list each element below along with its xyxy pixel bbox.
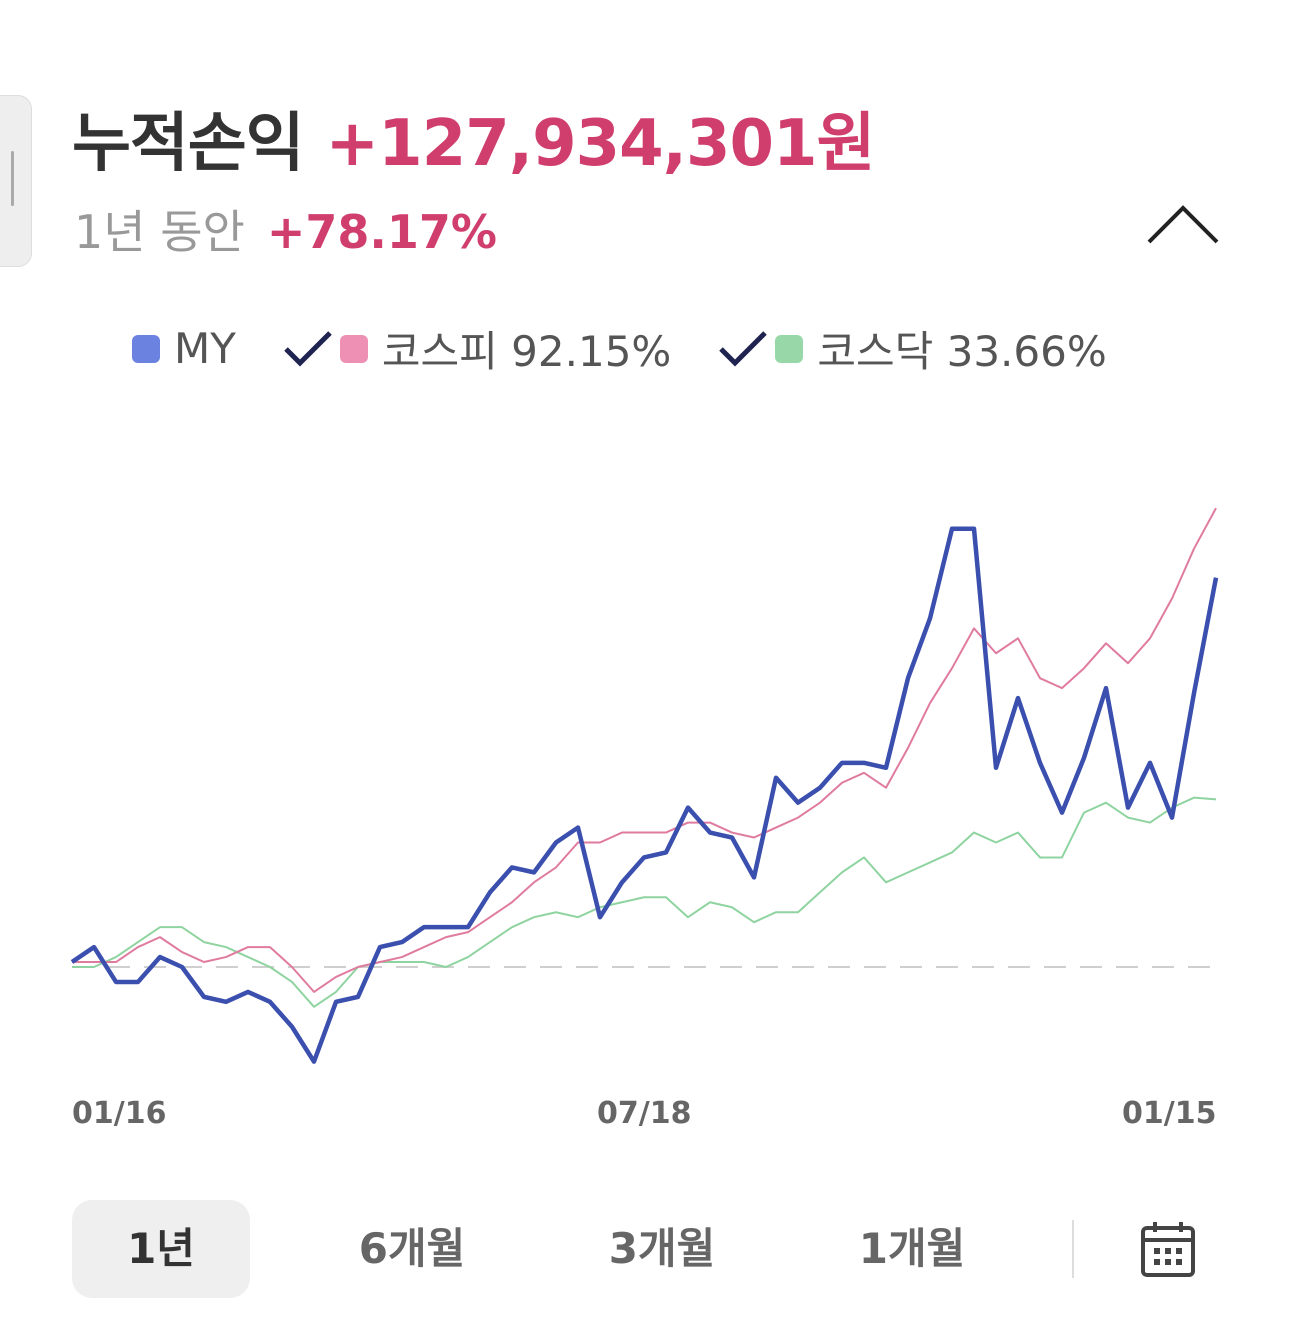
series-line-kospi — [72, 507, 1217, 993]
series-line-my — [70, 526, 1219, 1064]
period-return: 1년 동안 +78.17% — [74, 196, 497, 262]
legend-label: 코스피 92.15% — [381, 327, 672, 376]
period-1y-button[interactable]: 1년 — [72, 1200, 250, 1298]
side-drawer-handle[interactable] — [0, 95, 32, 267]
cumulative-pnl-header: 누적손익 +127,934,301원 — [72, 92, 876, 184]
period-1m-button[interactable]: 1개월 — [858, 1224, 966, 1273]
performance-chart — [70, 507, 1220, 1064]
calendar-icon[interactable] — [1140, 1220, 1196, 1278]
divider — [1072, 1220, 1074, 1278]
legend-swatch — [132, 334, 160, 363]
period-3m-button[interactable]: 3개월 — [608, 1224, 716, 1273]
checkmark-icon[interactable] — [717, 329, 769, 369]
chart-legend: MY 코스피 92.15% 코스닥 33.66% — [132, 318, 1107, 379]
legend-item-my[interactable]: MY — [132, 324, 236, 373]
grip-icon — [11, 151, 14, 206]
period-selector: 1년 6개월 3개월 1개월 — [72, 1200, 1222, 1298]
legend-label: MY — [174, 324, 236, 373]
x-tick-label: 01/15 — [1122, 1096, 1217, 1131]
period-label: 1년 동안 — [74, 205, 245, 259]
period-6m-button[interactable]: 6개월 — [358, 1224, 466, 1273]
legend-swatch — [775, 334, 804, 363]
legend-item-kosdaq[interactable]: 코스닥 33.66% — [775, 318, 1107, 379]
x-tick-label: 01/16 — [72, 1096, 167, 1131]
legend-label: 코스닥 33.66% — [817, 327, 1107, 376]
cumulative-pnl-label: 누적손익 — [72, 107, 305, 181]
legend-swatch — [339, 334, 368, 363]
cumulative-pnl-value: +127,934,301원 — [325, 107, 876, 181]
series-line-kosdaq — [72, 796, 1217, 1008]
period-return-value: +78.17% — [266, 205, 497, 259]
chevron-up-icon[interactable] — [1146, 200, 1220, 248]
checkmark-icon[interactable] — [282, 329, 334, 369]
x-tick-label: 07/18 — [597, 1096, 692, 1131]
legend-item-kospi[interactable]: 코스피 92.15% — [339, 318, 672, 379]
